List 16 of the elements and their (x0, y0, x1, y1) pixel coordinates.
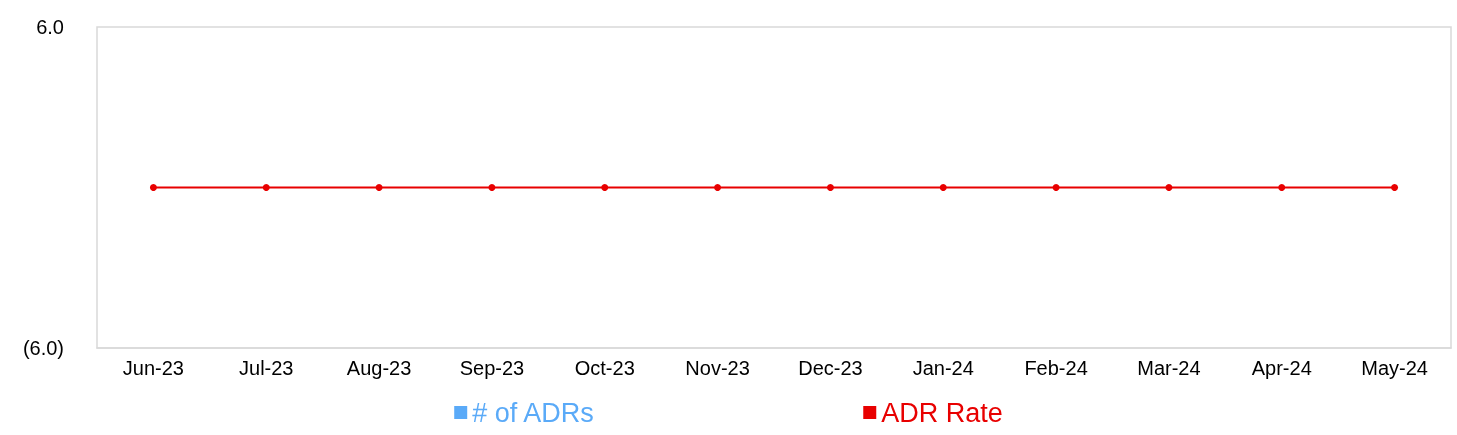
x-tick-label: May-24 (1361, 357, 1428, 379)
x-tick-label: Aug-23 (346, 357, 412, 379)
x-tick-label: Dec-23 (798, 357, 863, 379)
x-tick-label: Oct-23 (574, 357, 635, 379)
legend-label: # of ADRs (472, 397, 594, 428)
x-tick-label: Mar-24 (1137, 357, 1201, 379)
x-tick-label: Jan-24 (912, 357, 974, 379)
y-tick-label: 6.0 (36, 16, 64, 38)
x-tick-label: Feb-24 (1024, 357, 1088, 379)
legend-label: ADR Rate (881, 397, 1003, 428)
y-tick-label: (6.0) (22, 337, 64, 359)
x-tick-label: Jul-23 (239, 357, 294, 379)
x-tick-label: Nov-23 (685, 357, 750, 379)
x-tick-label: Apr-24 (1251, 357, 1312, 379)
x-tick-label: Jun-23 (122, 357, 184, 379)
x-tick-label: Sep-23 (459, 357, 525, 379)
